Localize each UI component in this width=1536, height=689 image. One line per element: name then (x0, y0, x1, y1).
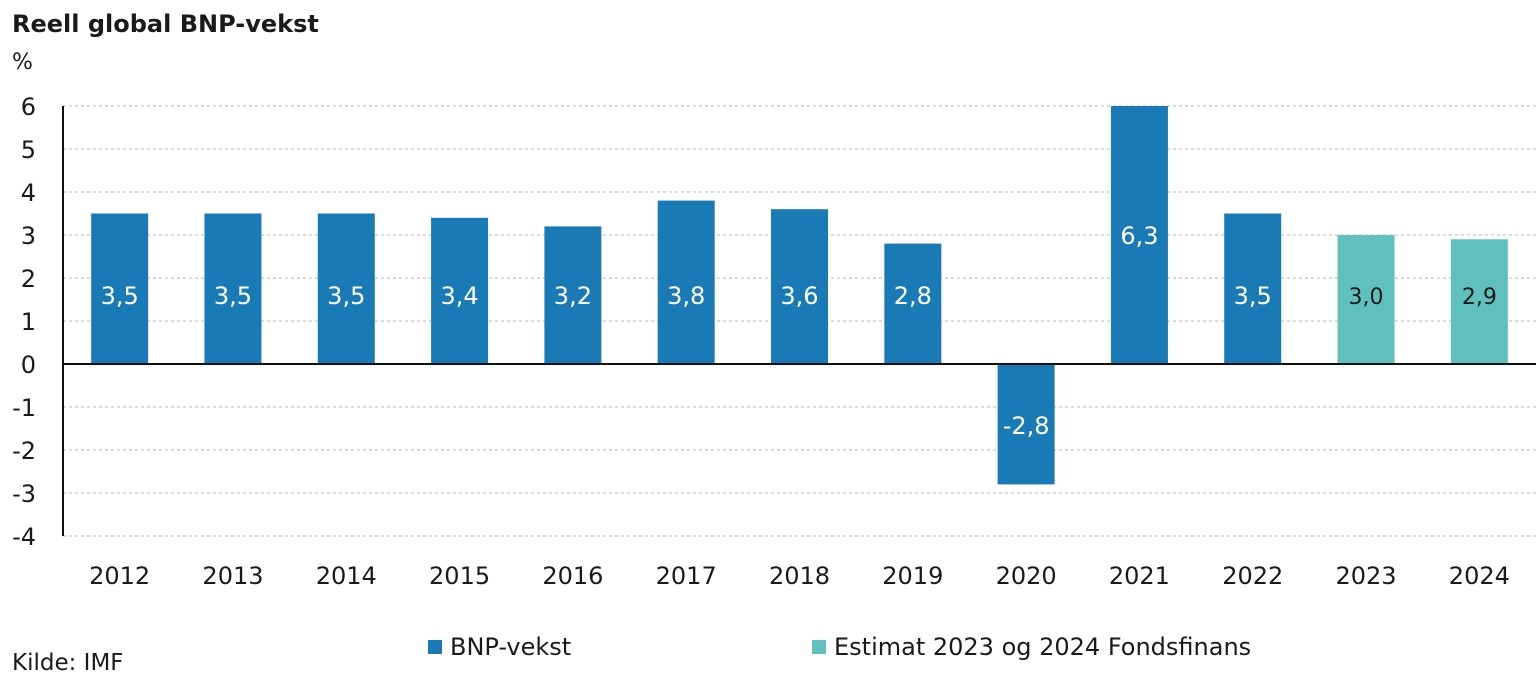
y-tick-label: 2 (21, 265, 36, 293)
x-tick-label-2024: 2024 (1449, 562, 1510, 590)
legend-label-estimat: Estimat 2023 og 2024 Fondsfinans (834, 633, 1252, 661)
data-label-2016: 3,2 (554, 282, 592, 310)
bar-2019 (884, 243, 942, 364)
legend-label-bnp: BNP-vekst (450, 633, 572, 661)
x-tick-label-2021: 2021 (1109, 562, 1170, 590)
legend-swatch-estimat (812, 640, 826, 654)
bar-2020 (997, 364, 1055, 485)
y-tick-label: 5 (21, 136, 36, 164)
bar-2018 (771, 209, 828, 364)
chart-title: Reell global BNP-vekst (12, 10, 319, 38)
y-tick-label: 3 (21, 222, 36, 250)
data-label-2017: 3,8 (667, 282, 705, 310)
y-tick-label: 4 (21, 179, 36, 207)
x-tick-label-2022: 2022 (1222, 562, 1283, 590)
x-tick-label-2018: 2018 (769, 562, 830, 590)
y-tick-label: 6 (21, 93, 36, 121)
bar-2021 (1110, 106, 1168, 364)
bar-2022 (1224, 213, 1282, 364)
data-label-2020: -2,8 (1003, 412, 1050, 440)
bar-2013 (204, 213, 262, 364)
x-tick-label-2017: 2017 (656, 562, 717, 590)
bar-2024 (1450, 239, 1508, 364)
bar-2015 (431, 217, 489, 364)
legend-item-estimat: Estimat 2023 og 2024 Fondsfinans (812, 633, 1251, 661)
x-tick-label-2019: 2019 (882, 562, 943, 590)
data-label-2014: 3,5 (327, 282, 365, 310)
y-tick-label: -1 (12, 394, 36, 422)
x-tick-label-2016: 2016 (542, 562, 603, 590)
data-label-2019: 2,8 (894, 282, 932, 310)
legend-swatch-bnp (428, 640, 442, 654)
x-tick-label-2015: 2015 (429, 562, 490, 590)
y-tick-label: 0 (21, 351, 36, 379)
legend-item-bnp: BNP-vekst (428, 633, 571, 661)
bar-2023 (1337, 235, 1395, 364)
y-tick-label: -3 (12, 480, 36, 508)
data-label-2018: 3,6 (780, 282, 818, 310)
data-label-2023: 3,0 (1349, 285, 1384, 310)
x-tick-label-2012: 2012 (89, 562, 150, 590)
data-label-2024: 2,9 (1462, 285, 1497, 310)
x-tick-label-2020: 2020 (996, 562, 1057, 590)
y-tick-label: -4 (12, 523, 36, 551)
y-axis-unit: % (12, 50, 33, 75)
y-tick-label: 1 (21, 308, 36, 336)
x-tick-label-2014: 2014 (316, 562, 377, 590)
y-tick-label: -2 (12, 437, 36, 465)
bar-2014 (317, 213, 375, 364)
x-tick-label-2023: 2023 (1335, 562, 1396, 590)
bar-2012 (91, 213, 149, 364)
source-note: Kilde: IMF (12, 650, 124, 676)
bar-2017 (657, 200, 715, 364)
data-label-2013: 3,5 (214, 282, 252, 310)
x-tick-label-2013: 2013 (202, 562, 263, 590)
data-label-2022: 3,5 (1234, 282, 1272, 310)
data-label-2015: 3,4 (440, 282, 478, 310)
bar-2016 (544, 226, 602, 364)
data-label-2012: 3,5 (101, 282, 139, 310)
data-label-2021: 6,3 (1120, 222, 1158, 250)
